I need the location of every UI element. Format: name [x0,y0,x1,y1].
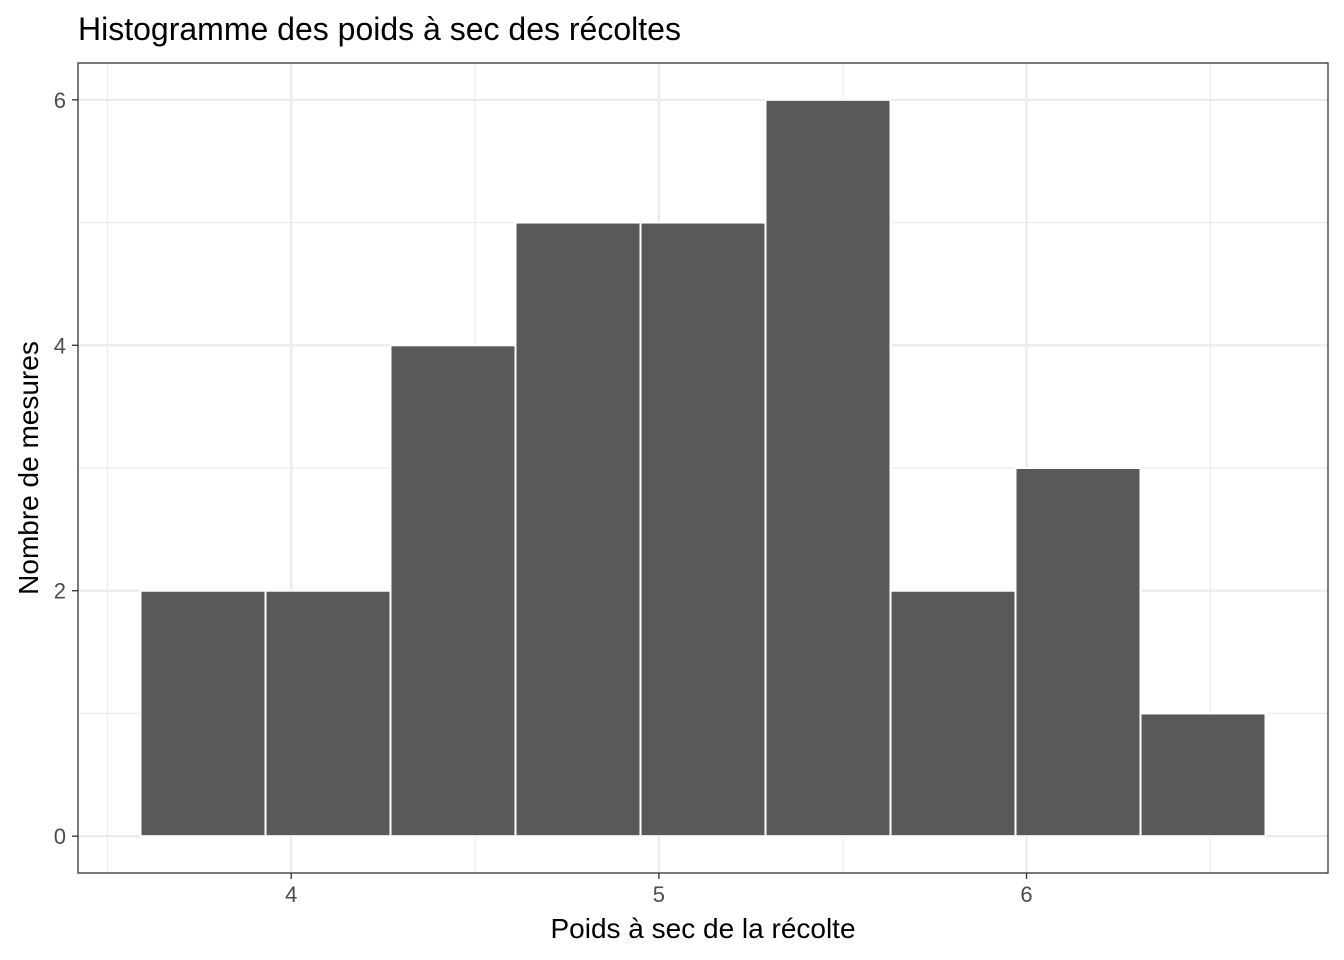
panel-border [77,62,1329,874]
histogram-bar [1139,712,1267,838]
histogram-bars [139,98,1267,838]
chart-title: Histogramme des poids à sec des récoltes [78,11,681,47]
y-tick-label: 0 [54,824,66,849]
y-tick-label: 2 [54,579,66,604]
histogram-bar [139,589,267,838]
histogram-bar [264,589,392,838]
x-tick-label: 6 [1020,882,1032,907]
histogram-bar [889,589,1017,838]
y-tick-label: 6 [54,88,66,113]
axis-ticks: 4 5 6 0 2 4 6 [54,88,1033,907]
histogram-bar [639,221,767,838]
y-axis-title: Nombre de mesures [13,341,44,595]
x-tick-label: 4 [285,882,297,907]
histogram-bar [1014,467,1142,838]
histogram-bar [764,98,892,838]
y-tick-label: 4 [54,333,66,358]
x-axis-title: Poids à sec de la récolte [550,913,855,944]
x-tick-label: 5 [653,882,665,907]
histogram-bar [514,221,642,838]
histogram-bar [389,344,517,838]
